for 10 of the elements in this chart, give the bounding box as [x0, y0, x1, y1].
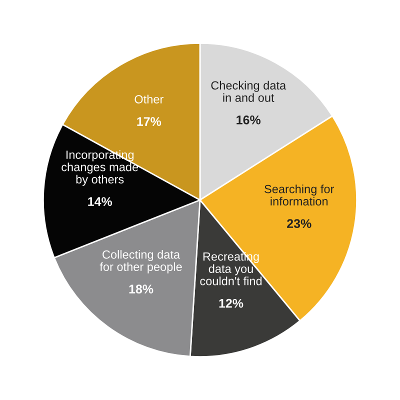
slice-label: Collecting data for other people [100, 250, 182, 274]
data-label: 17% [137, 117, 162, 126]
data-label: 14% [88, 197, 112, 206]
slice-label: Checking data in and out [211, 80, 286, 102]
data-label: 18% [129, 284, 154, 294]
data-label: 23% [287, 219, 312, 228]
data-label: 16% [236, 116, 261, 124]
slice-label: Other [134, 94, 164, 104]
slice-label: Searching for information [264, 184, 334, 206]
data-label: 12% [219, 298, 244, 308]
